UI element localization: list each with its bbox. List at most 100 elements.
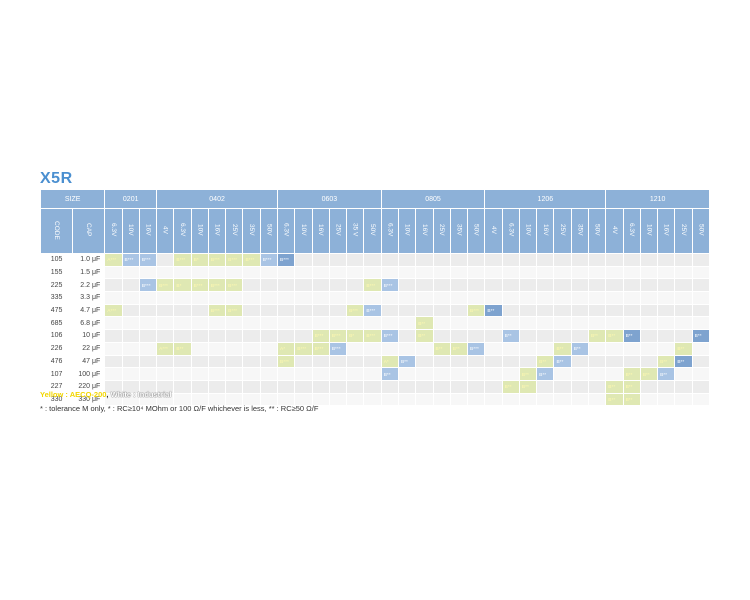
- table-cell: B***: [173, 253, 192, 267]
- table-cell: B**: [605, 329, 624, 343]
- cell-text: B**: [539, 372, 547, 378]
- table-cell: [138, 392, 158, 407]
- code-cell: 226: [39, 341, 74, 356]
- voltage-label: 16V: [541, 224, 549, 236]
- cell-text: B***: [228, 258, 237, 264]
- table-cell: B**: [415, 329, 434, 343]
- table-cell: B*: [190, 253, 209, 267]
- voltage-label: 10V: [524, 224, 532, 236]
- table-cell: [501, 367, 520, 381]
- voltage-label: 4V: [610, 226, 618, 234]
- table-cell: [484, 316, 503, 331]
- table-row: 105 1.0 μF A*** B*** B*** B*** B* B*** B*** B*** B…: [39, 253, 711, 267]
- table-cell: [449, 379, 469, 394]
- table-cell: [121, 316, 140, 331]
- voltage-header: 10V: [518, 208, 538, 254]
- cell-text: B**: [556, 359, 564, 365]
- table-cell: [518, 291, 538, 305]
- table-row: 335 3.3 μF: [39, 291, 711, 305]
- table-cell: [294, 367, 313, 381]
- voltage-header: 6.3V: [277, 208, 296, 254]
- table-cell: B***: [190, 278, 209, 293]
- table-cell: [639, 341, 659, 356]
- table-cell: [380, 291, 399, 305]
- table-cell: B***: [259, 253, 279, 267]
- table-cell: [311, 303, 330, 318]
- table-cell: [156, 253, 175, 267]
- table-cell: [553, 265, 572, 280]
- table-cell: [553, 367, 572, 381]
- table-cell: B***: [277, 354, 296, 369]
- table-cell: [587, 392, 607, 407]
- voltage-header: 50V: [467, 208, 486, 254]
- table-cell: [121, 341, 140, 356]
- cap-cell: 1.0 μF: [72, 253, 106, 267]
- table-cell: [432, 392, 451, 407]
- table-cell: [587, 291, 607, 305]
- table-cell: [432, 303, 451, 318]
- cell-text: B***: [470, 309, 479, 315]
- table-cell: [587, 354, 607, 369]
- code-cell: 475: [39, 303, 74, 318]
- table-cell: B***: [277, 253, 296, 267]
- cell-text: B***: [383, 283, 393, 289]
- table-cell: [674, 303, 693, 318]
- table-cell: [639, 379, 659, 394]
- table-cell: [259, 367, 279, 381]
- voltage-header: 35 V: [346, 208, 365, 254]
- voltage-header: 35V: [449, 208, 469, 254]
- cell-text: B**: [521, 385, 529, 391]
- table-cell: [691, 253, 711, 267]
- table-cell: [674, 379, 693, 394]
- table-cell: [467, 379, 486, 394]
- voltage-header: 16V: [138, 208, 158, 254]
- table-cell: [104, 265, 123, 280]
- cell-text: B**: [504, 334, 512, 340]
- table-cell: [397, 392, 417, 407]
- cell-text: B**: [573, 347, 581, 353]
- table-cell: [190, 291, 209, 305]
- table-cell: [467, 291, 486, 305]
- table-cell: [380, 265, 399, 280]
- table-cell: [397, 341, 417, 356]
- table-cell: [570, 265, 589, 280]
- table-cell: [536, 329, 555, 343]
- cell-text: B**: [418, 321, 426, 327]
- size-group-header: 1210: [605, 189, 710, 209]
- table-cell: A***: [156, 341, 175, 356]
- header-cell: CAP: [72, 208, 106, 254]
- table-cell: [467, 392, 486, 407]
- table-cell: [691, 265, 711, 280]
- cell-text: B***: [159, 283, 168, 289]
- table-cell: [363, 392, 382, 407]
- table-cell: [207, 291, 227, 305]
- cap-cell: 1.5 μF: [72, 265, 106, 280]
- table-cell: [363, 316, 382, 331]
- voltage-header: 16V: [311, 208, 330, 254]
- cell-text: A*: [280, 347, 286, 353]
- cell-text: B**: [400, 359, 408, 365]
- table-cell: [259, 354, 279, 369]
- table-cell: [570, 303, 589, 318]
- table-cell: [674, 278, 693, 293]
- table-cell: [691, 354, 711, 369]
- table-cell: [277, 265, 296, 280]
- table-cell: [242, 303, 261, 318]
- cell-text: B**: [642, 372, 650, 378]
- table-cell: B***: [311, 341, 330, 356]
- table-cell: [242, 291, 261, 305]
- table-cell: B**: [501, 329, 520, 343]
- voltage-header: 25V: [432, 208, 451, 254]
- table-cell: [121, 367, 140, 381]
- cell-text: B*: [349, 334, 355, 340]
- table-cell: [397, 367, 417, 381]
- voltage-label: 25V: [334, 224, 342, 236]
- table-cell: [225, 354, 244, 369]
- cell-text: B**: [608, 334, 616, 340]
- table-cell: [311, 379, 330, 394]
- table-cell: B***: [311, 329, 330, 343]
- code-cell: 330: [39, 392, 74, 407]
- table-cell: [639, 303, 659, 318]
- table-cell: [467, 278, 486, 293]
- cell-text: B***: [210, 283, 220, 289]
